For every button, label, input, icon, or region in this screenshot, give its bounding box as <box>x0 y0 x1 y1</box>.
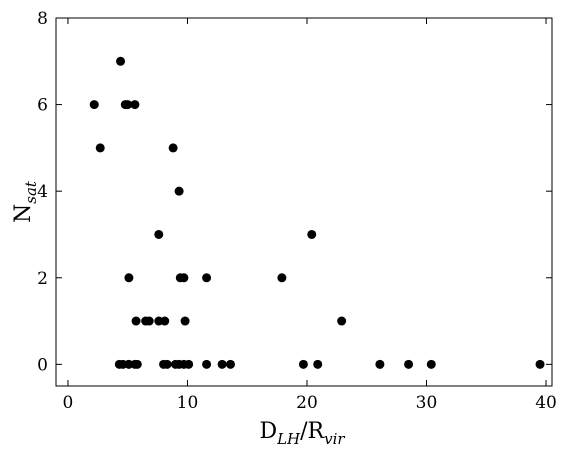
data-point <box>160 316 170 326</box>
data-point <box>116 56 126 66</box>
data-point <box>313 359 323 369</box>
x-tick-label: 0 <box>63 393 74 413</box>
data-point <box>202 273 212 283</box>
x-tick-label: 40 <box>535 393 557 413</box>
x-tick-label: 20 <box>296 393 318 413</box>
y-tick-label: 8 <box>37 9 48 29</box>
data-point <box>162 359 172 369</box>
data-point <box>132 359 142 369</box>
tick-labels: 0 10 20 30 40 0 2 4 6 8 <box>37 9 557 413</box>
data-point <box>404 359 414 369</box>
data-point <box>168 143 178 153</box>
data-point <box>277 273 287 283</box>
data-point <box>307 229 317 239</box>
y-tick-label: 4 <box>37 182 48 202</box>
x-tick-label: 10 <box>177 393 199 413</box>
plot-area-frame <box>55 17 553 387</box>
data-point <box>337 316 347 326</box>
data-point <box>89 100 99 110</box>
y-axis-label: Nsat <box>11 180 40 223</box>
data-point <box>144 316 154 326</box>
data-point <box>154 229 164 239</box>
data-point <box>184 359 194 369</box>
data-point <box>535 359 545 369</box>
data-point <box>202 359 212 369</box>
x-axis-label: DLH/Rvir <box>259 419 345 448</box>
data-point <box>123 100 133 110</box>
data-point <box>426 359 436 369</box>
data-points <box>89 56 545 369</box>
data-point <box>174 186 184 196</box>
data-point <box>131 316 141 326</box>
x-tick-label: 30 <box>416 393 438 413</box>
data-point <box>225 359 235 369</box>
data-point <box>180 316 190 326</box>
data-point <box>217 359 227 369</box>
data-point <box>179 273 189 283</box>
y-tick-label: 0 <box>37 355 48 375</box>
data-point <box>375 359 385 369</box>
data-point <box>95 143 105 153</box>
data-point <box>130 100 140 110</box>
y-tick-label: 2 <box>37 269 48 289</box>
data-point <box>124 273 134 283</box>
y-tick-label: 6 <box>37 96 48 116</box>
data-point <box>298 359 308 369</box>
axis-ticks <box>56 17 552 386</box>
